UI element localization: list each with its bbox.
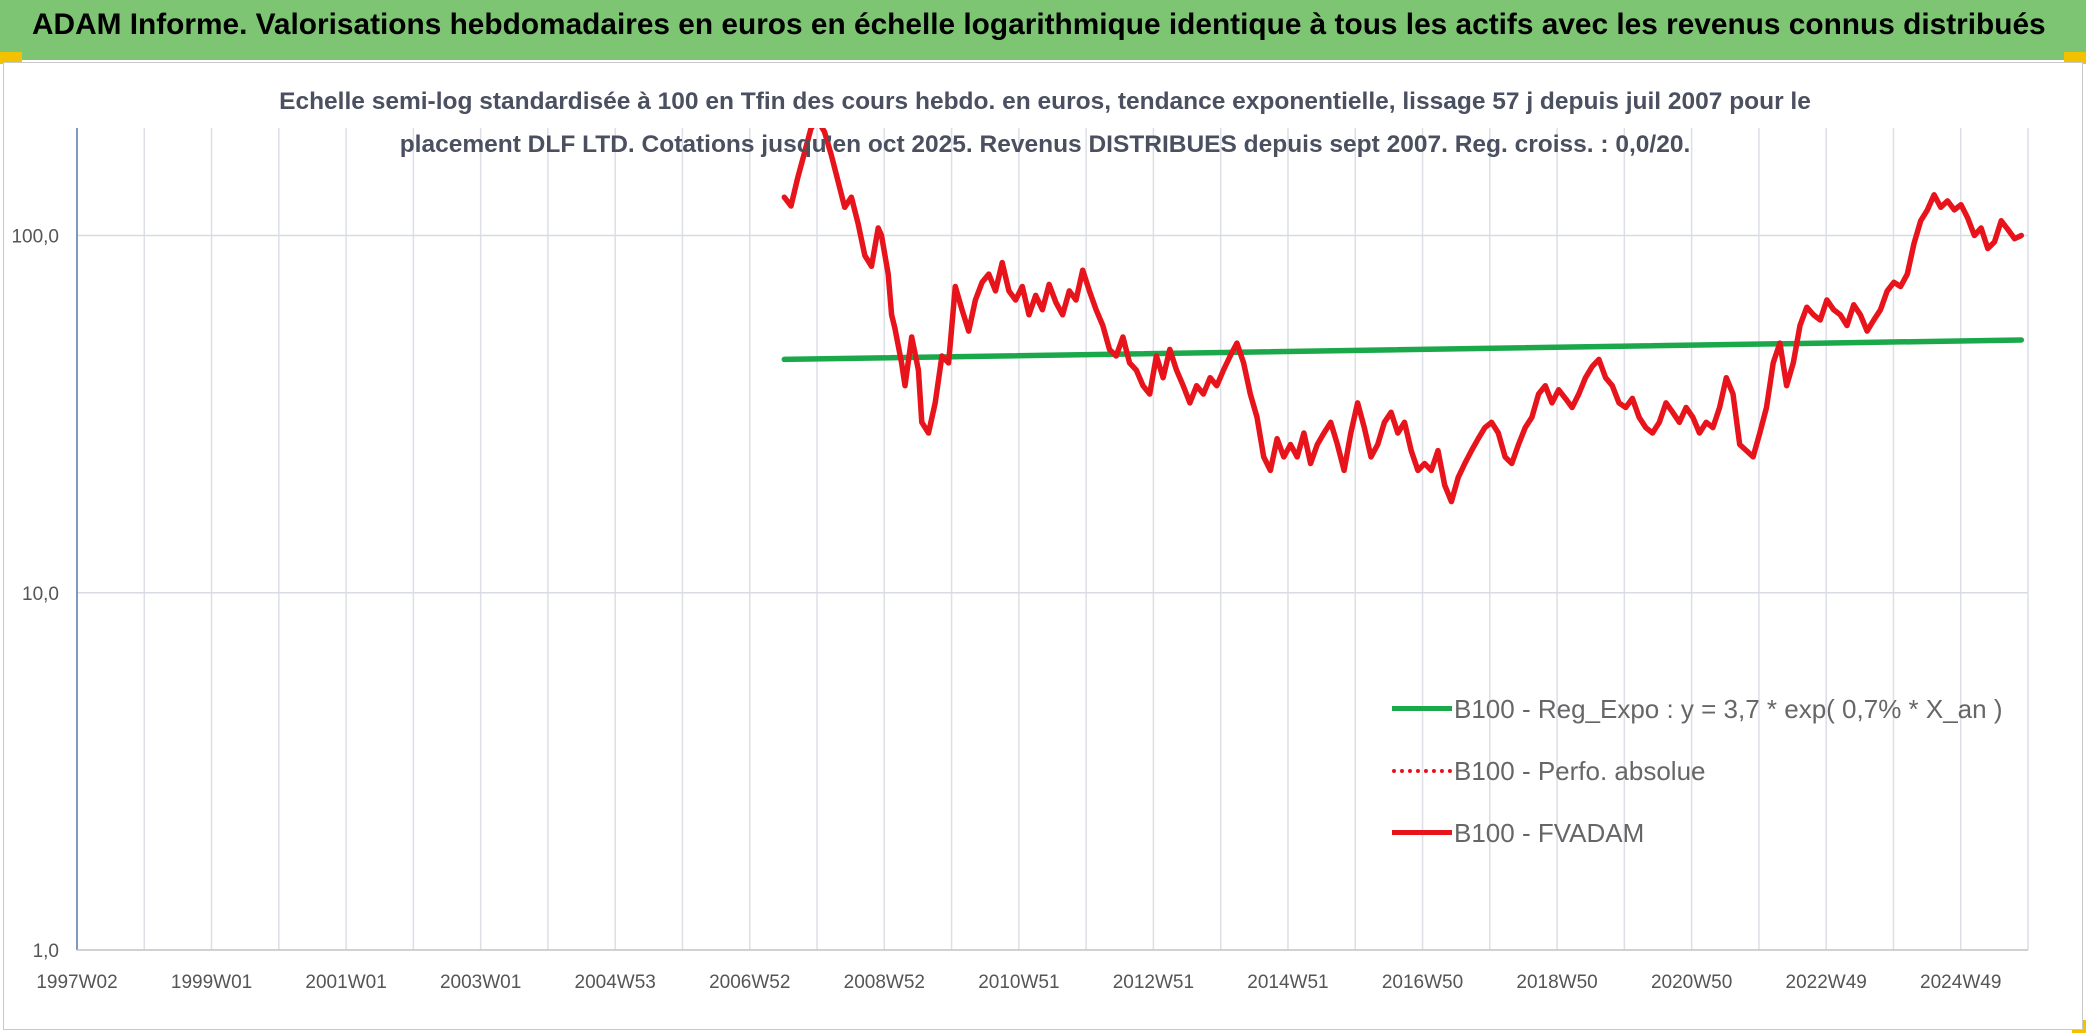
x-tick-label: 2024W49 xyxy=(1920,972,2001,993)
y-tick-label: 10,0 xyxy=(22,584,59,605)
x-tick-label: 2003W01 xyxy=(440,972,521,993)
x-tick-label: 2008W52 xyxy=(844,972,925,993)
series-line-trend xyxy=(781,337,2025,363)
x-tick-label: 2010W51 xyxy=(978,972,1059,993)
x-tick-label: 2022W49 xyxy=(1786,972,1867,993)
y-tick-label: 100,0 xyxy=(11,227,59,248)
legend-swatch-trend xyxy=(1392,706,1452,711)
x-tick-label: 1997W02 xyxy=(36,972,117,993)
report-title: ADAM Informe. Valorisations hebdomadaire… xyxy=(32,8,2046,41)
series-line-fvadam xyxy=(781,128,2025,505)
legend-swatch-perfo xyxy=(1392,769,1452,773)
corner-marker-right xyxy=(2064,52,2086,64)
legend-swatch-fvadam xyxy=(1392,830,1452,835)
corner-marker-left xyxy=(0,52,22,64)
legend-label-perfo: B100 - Perfo. absolue xyxy=(1454,756,1706,786)
legend-label-trend: B100 - Reg_Expo : y = 3,7 * exp( 0,7% * … xyxy=(1454,694,2003,724)
legend-label-fvadam: B100 - FVADAM xyxy=(1454,818,1645,848)
x-tick-label: 2001W01 xyxy=(305,972,386,993)
chart-title-line-2: placement DLF LTD. Cotations jusqu'en oc… xyxy=(399,131,1691,158)
chart-title-line-1: Echelle semi-log standardisée à 100 en T… xyxy=(279,88,1811,115)
x-tick-label: 2020W50 xyxy=(1651,972,1732,993)
chart-panel xyxy=(3,62,2083,1030)
x-tick-label: 2014W51 xyxy=(1247,972,1328,993)
report-header-banner: ADAM Informe. Valorisations hebdomadaire… xyxy=(0,0,2086,60)
y-tick-label: 1,0 xyxy=(33,941,59,962)
x-tick-label: 1999W01 xyxy=(171,972,252,993)
x-tick-label: 2016W50 xyxy=(1382,972,1463,993)
x-tick-label: 2004W53 xyxy=(575,972,656,993)
x-tick-label: 2012W51 xyxy=(1113,972,1194,993)
x-tick-label: 2018W50 xyxy=(1516,972,1597,993)
x-tick-label: 2006W52 xyxy=(709,972,790,993)
